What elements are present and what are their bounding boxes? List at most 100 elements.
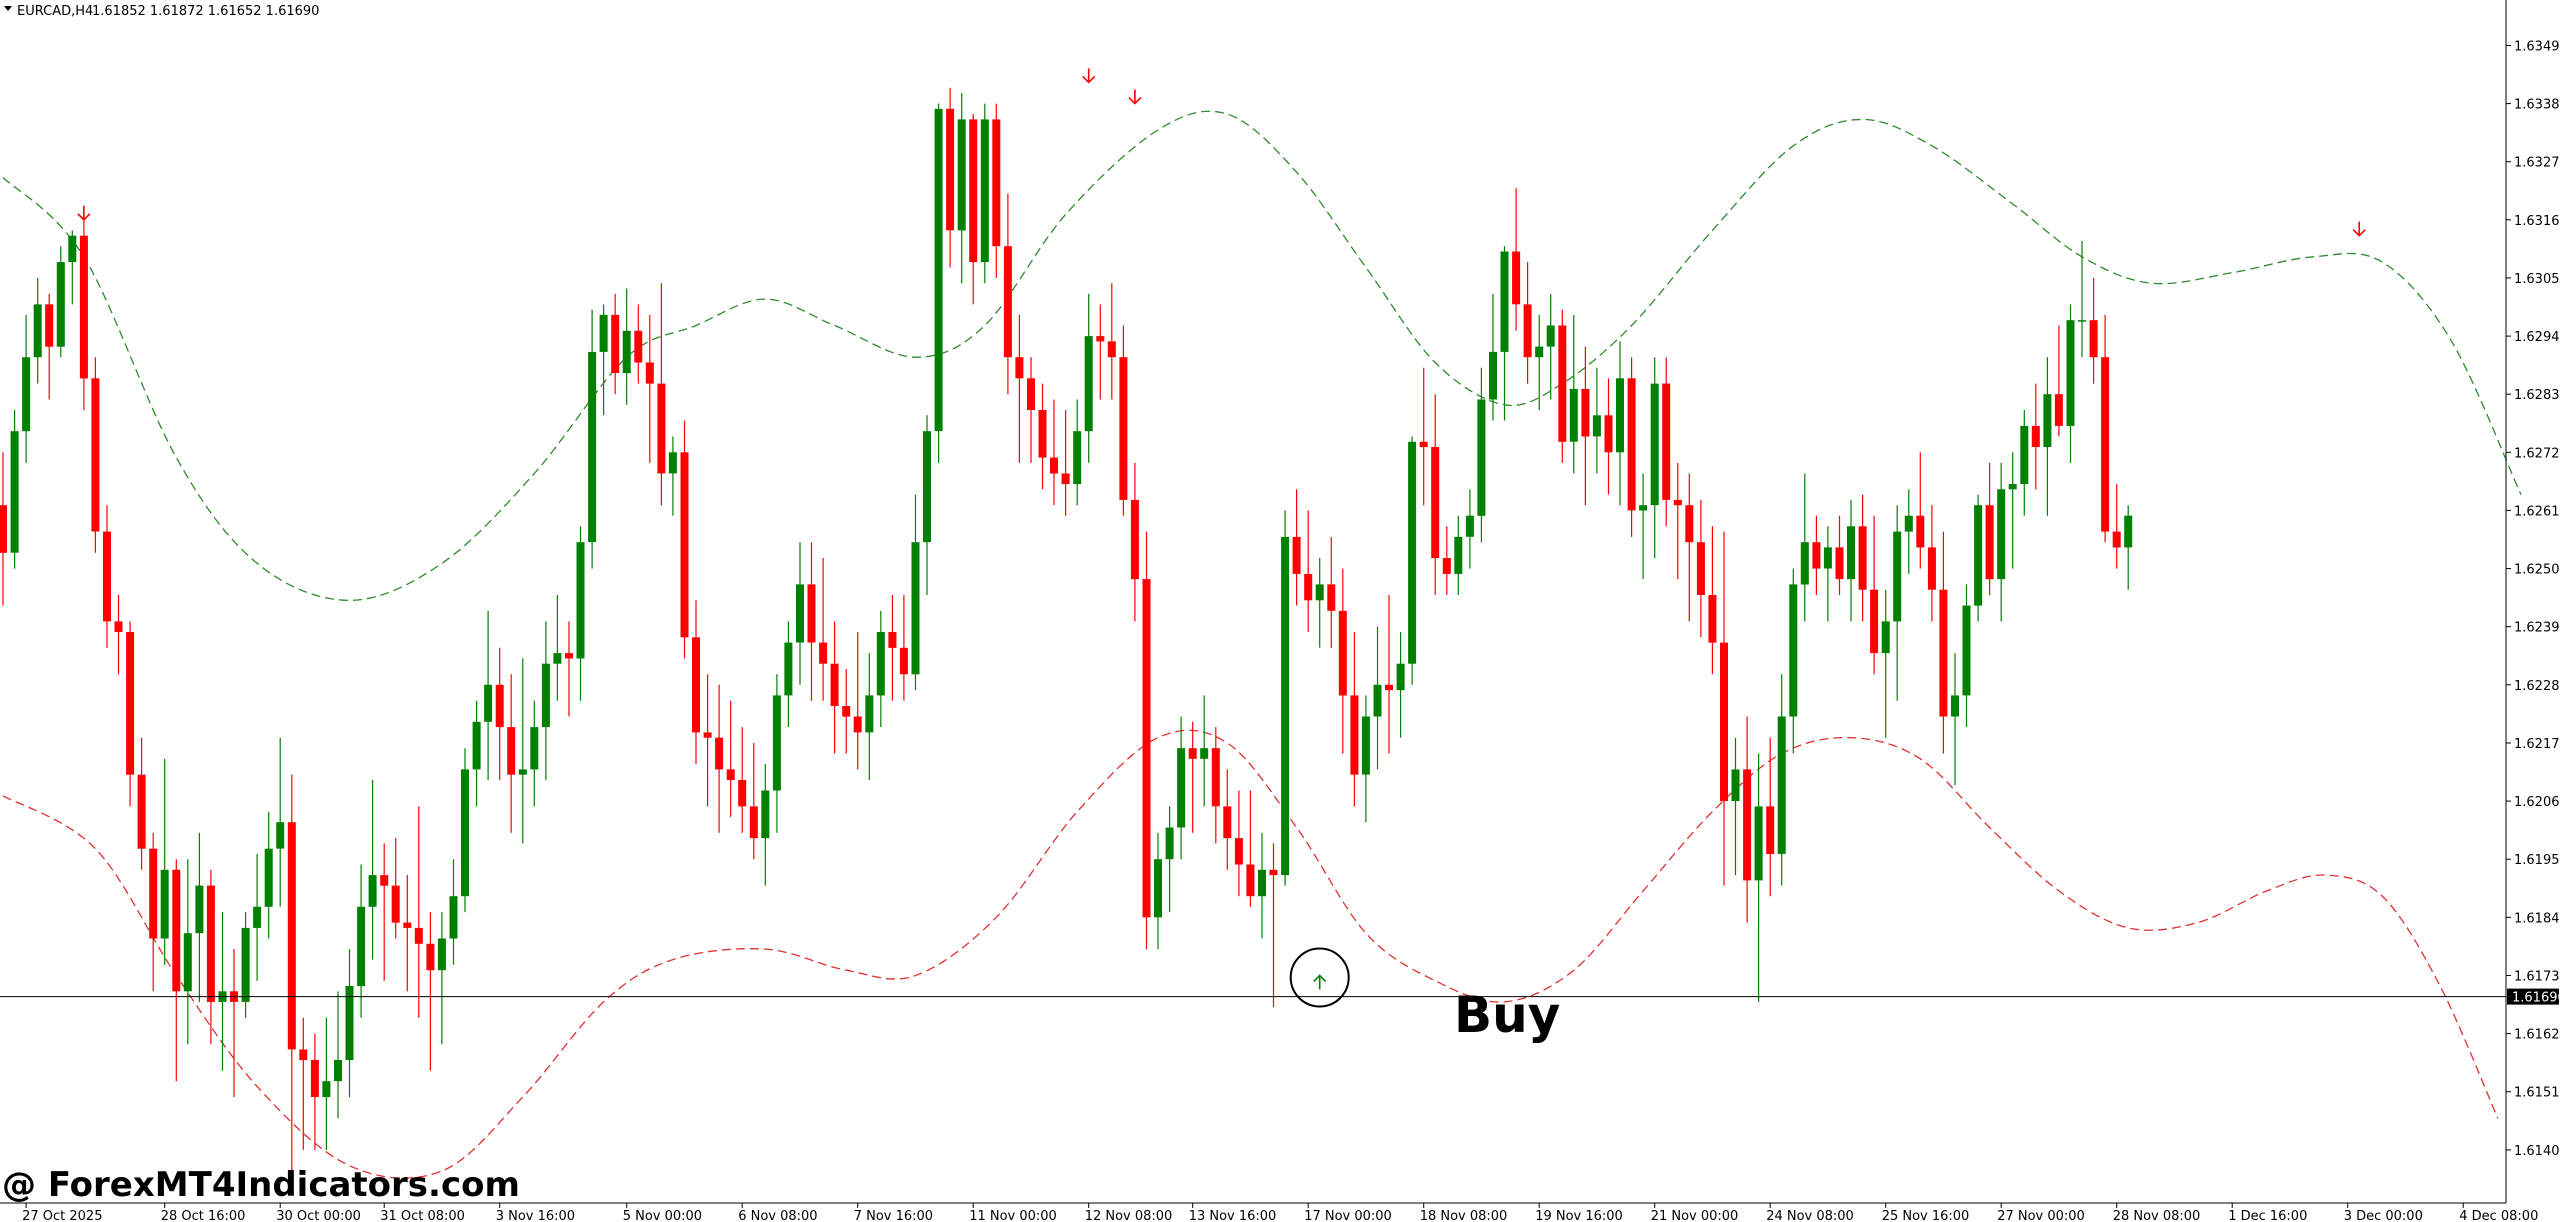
candle <box>137 737 146 870</box>
candle-body <box>287 822 296 1050</box>
candle-body <box>1881 621 1890 654</box>
candle-body <box>1650 383 1659 506</box>
candle <box>310 1033 319 1150</box>
y-tick-label: 1.63380 <box>2514 98 2560 113</box>
candle-body <box>946 108 955 231</box>
candle <box>1096 304 1105 400</box>
candle-body <box>622 330 631 374</box>
candle <box>1465 489 1474 569</box>
y-tick-label: 1.62280 <box>2514 679 2560 694</box>
candle-body <box>368 875 377 907</box>
candle <box>495 647 504 780</box>
candle <box>1489 293 1497 421</box>
candle-body <box>1373 684 1382 717</box>
candle <box>657 283 666 506</box>
candle <box>1789 568 1798 754</box>
candle <box>772 674 781 833</box>
candle-body <box>1396 663 1405 691</box>
candle-body <box>1500 251 1509 352</box>
candle <box>1685 473 1694 622</box>
candle-body <box>1130 499 1139 580</box>
y-tick-label: 1.61730 <box>2514 970 2560 985</box>
candle <box>1350 632 1359 807</box>
candle-body <box>437 938 446 971</box>
candle <box>1038 383 1047 490</box>
candle-body <box>645 362 654 384</box>
candle <box>1627 357 1636 537</box>
candle-body <box>1154 859 1162 918</box>
candle <box>1997 462 2006 622</box>
candle <box>1281 510 1290 886</box>
candle <box>79 214 88 410</box>
candle-body <box>461 769 469 897</box>
candle <box>899 595 908 701</box>
buy-arrow-icon <box>1313 974 1327 990</box>
candle <box>1777 674 1786 886</box>
candle-body <box>1442 558 1451 574</box>
candle-body <box>1142 579 1151 918</box>
candle-body <box>553 653 562 664</box>
candle <box>957 93 966 284</box>
candle <box>357 864 366 1018</box>
candle-body <box>749 806 758 839</box>
candle-body <box>103 531 111 622</box>
candle-body <box>599 314 608 352</box>
candle <box>911 494 920 691</box>
candle-body <box>2078 320 2086 322</box>
candle <box>33 277 42 384</box>
symbol-label: EURCAD,H4 <box>17 4 93 19</box>
candle-body <box>1096 336 1105 342</box>
x-tick-label: 6 Nov 08:00 <box>738 1209 817 1222</box>
watermark: @ ForexMT4Indicators.com <box>2 1165 520 1205</box>
candle-body <box>1974 505 1983 606</box>
candle-body <box>530 727 539 770</box>
candle <box>507 674 516 833</box>
candle-body <box>1616 378 1624 453</box>
candle <box>1419 367 1428 506</box>
candle <box>1662 357 1671 527</box>
y-tick-label: 1.62830 <box>2514 388 2560 403</box>
candle-body <box>980 119 989 263</box>
candle <box>334 991 342 1119</box>
candle-body <box>345 986 354 1060</box>
candle-body <box>391 885 400 923</box>
candle <box>2124 505 2133 590</box>
candle <box>1292 489 1301 606</box>
symbol-dropdown-icon[interactable] <box>4 6 12 11</box>
candle <box>91 357 100 553</box>
candle-body <box>1465 515 1474 537</box>
candle <box>553 595 562 701</box>
candle <box>680 420 689 659</box>
candle-body <box>414 927 423 944</box>
candle-body <box>206 885 215 1002</box>
candle <box>206 869 215 1045</box>
current-price-label: 1.61690 <box>2512 991 2560 1006</box>
candle-body <box>842 706 851 717</box>
candle-body <box>1893 531 1902 622</box>
y-tick-label: 1.62500 <box>2514 563 2560 578</box>
candle <box>149 832 158 992</box>
candle <box>1754 753 1763 1002</box>
candle <box>692 600 700 765</box>
candle <box>172 859 181 1082</box>
candle <box>391 838 400 939</box>
candle <box>10 410 19 569</box>
candle <box>461 748 469 913</box>
candle-body <box>1743 769 1752 881</box>
candle-body <box>253 906 262 928</box>
candle-body <box>1454 536 1463 574</box>
candle-body <box>1281 536 1290 876</box>
candle <box>1823 526 1832 622</box>
candle-body <box>56 262 65 347</box>
candle <box>1708 526 1717 675</box>
candle <box>1050 399 1058 506</box>
candle <box>1893 505 1902 701</box>
candle <box>126 621 135 807</box>
y-tick-label: 1.62720 <box>2514 446 2560 461</box>
x-tick-label: 21 Nov 00:00 <box>1651 1209 1739 1222</box>
candle-body <box>865 695 874 733</box>
candle <box>345 949 354 1097</box>
candle-body <box>1985 505 1994 580</box>
